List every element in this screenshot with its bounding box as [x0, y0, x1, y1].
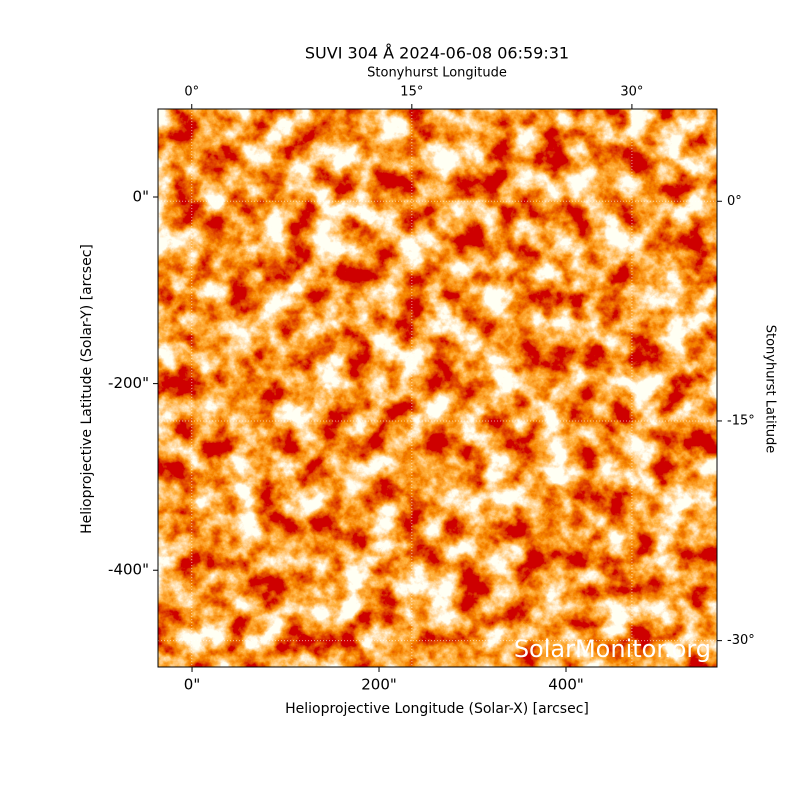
x-axis-label: Helioprojective Longitude (Solar-X) [arc… — [285, 701, 589, 717]
x2-tick-label: 15° — [400, 85, 423, 100]
x2-axis-label: Stonyhurst Longitude — [367, 66, 507, 81]
plot-frame — [157, 108, 718, 668]
x2-tick-label: 30° — [620, 85, 643, 100]
solar-image — [158, 109, 717, 667]
y-tick-label: -400" — [108, 561, 149, 579]
x2-tick-label: 0° — [184, 85, 199, 100]
y2-axis-label: Stonyhurst Latitude — [763, 325, 778, 454]
x-tick-label: 400" — [548, 676, 584, 694]
watermark: SolarMonitor.org — [514, 635, 711, 663]
y-axis-label: Helioprojective Latitude (Solar-Y) [arcs… — [79, 244, 95, 534]
y-tick-label: 0" — [133, 187, 149, 205]
y2-tick-label: -15° — [727, 413, 755, 428]
y-tick-label: -200" — [108, 374, 149, 392]
y2-tick-label: -30° — [727, 633, 755, 648]
y2-tick-label: 0° — [727, 194, 742, 209]
chart-title: SUVI 304 Å 2024-06-08 06:59:31 — [305, 44, 569, 63]
x-tick-label: 0" — [184, 676, 200, 694]
x-tick-label: 200" — [361, 676, 397, 694]
